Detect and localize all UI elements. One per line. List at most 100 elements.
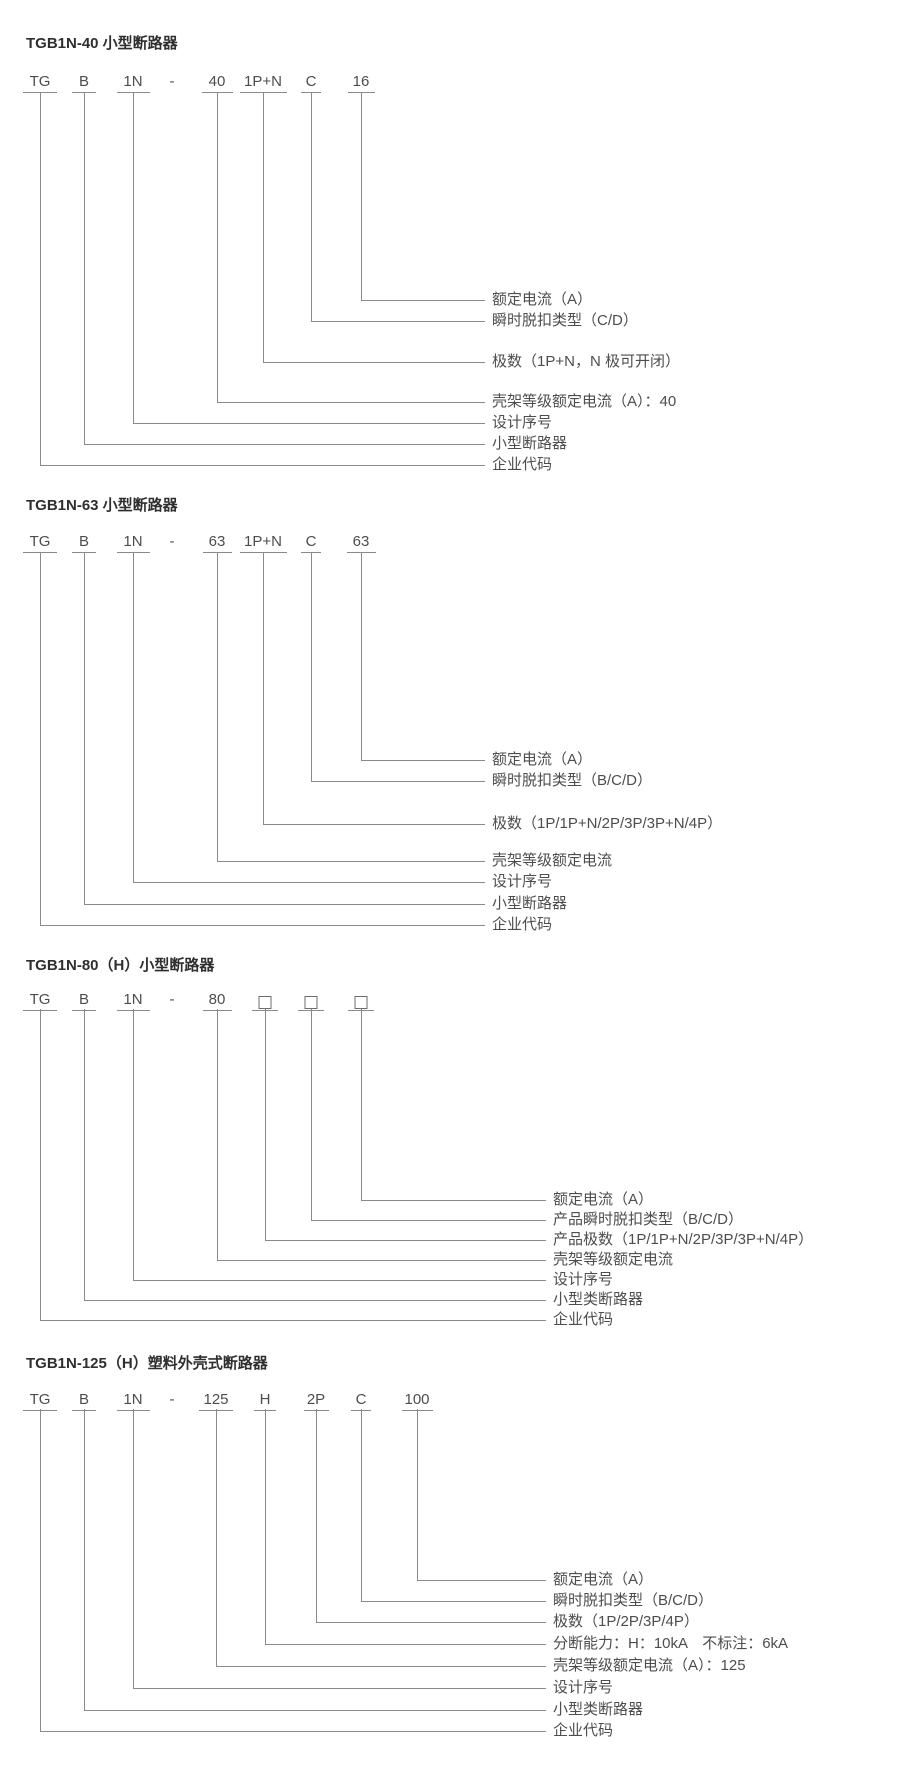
- field-label: 壳架等级额定电流: [553, 1251, 674, 1268]
- connector-vertical-line: [133, 1409, 134, 1688]
- connector-vertical-line: [40, 552, 41, 925]
- connector-vertical-line: [133, 92, 134, 423]
- field-label: 小型类断路器: [553, 1701, 644, 1718]
- connector-horizontal-line: [133, 423, 485, 424]
- field-label: 分断能力：H：10kA 不标注：6kA: [553, 1635, 789, 1652]
- connector-horizontal-line: [311, 321, 485, 322]
- field-label: 企业代码: [553, 1311, 614, 1328]
- connector-horizontal-line: [40, 1320, 546, 1321]
- connector-vertical-line: [217, 92, 218, 402]
- connector-horizontal-line: [84, 444, 485, 445]
- connector-vertical-line: [133, 552, 134, 882]
- field-label: 额定电流（A）: [553, 1191, 654, 1208]
- field-label: 小型断路器: [492, 435, 568, 452]
- field-label: 壳架等级额定电流（A）：40: [492, 393, 677, 410]
- connector-vertical-line: [316, 1409, 317, 1622]
- field-label: 额定电流（A）: [492, 751, 593, 768]
- code-segment: TG: [23, 74, 57, 93]
- diagram-title: TGB1N-40 小型断路器: [26, 35, 178, 52]
- field-label: 小型断路器: [492, 895, 568, 912]
- code-segment: -: [169, 991, 175, 1008]
- connector-horizontal-line: [40, 465, 485, 466]
- field-label: 极数（1P/1P+N/2P/3P/3P+N/4P）: [492, 815, 723, 832]
- code-segment: B: [72, 534, 96, 553]
- code-segment: -: [169, 1391, 175, 1408]
- field-label: 额定电流（A）: [553, 1571, 654, 1588]
- connector-vertical-line: [40, 1009, 41, 1320]
- connector-vertical-line: [84, 92, 85, 444]
- field-label: 设计序号: [492, 873, 553, 890]
- field-label: 壳架等级额定电流: [492, 852, 613, 869]
- diagram-title: TGB1N-80（H）小型断路器: [26, 957, 215, 974]
- connector-horizontal-line: [84, 1300, 546, 1301]
- diagram-title: TGB1N-63 小型断路器: [26, 497, 178, 514]
- connector-horizontal-line: [361, 760, 485, 761]
- connector-horizontal-line: [361, 300, 485, 301]
- field-label: 设计序号: [553, 1271, 614, 1288]
- field-label: 企业代码: [553, 1722, 614, 1739]
- field-label: 极数（1P/2P/3P/4P）: [553, 1613, 699, 1630]
- field-label: 额定电流（A）: [492, 291, 593, 308]
- code-segment: 1P+N: [239, 534, 287, 553]
- connector-horizontal-line: [311, 1220, 546, 1221]
- connector-horizontal-line: [316, 1622, 546, 1623]
- connector-vertical-line: [265, 1409, 266, 1644]
- code-segment: -: [169, 533, 175, 550]
- field-label: 极数（1P+N，N 极可开闭）: [492, 353, 680, 370]
- connector-vertical-line: [263, 552, 264, 824]
- code-segment: B: [72, 74, 96, 93]
- connector-vertical-line: [361, 1409, 362, 1601]
- code-segment: C: [301, 534, 321, 553]
- connector-vertical-line: [311, 1009, 312, 1220]
- connector-horizontal-line: [84, 904, 485, 905]
- connector-vertical-line: [311, 92, 312, 321]
- connector-horizontal-line: [217, 1260, 546, 1261]
- field-label: 企业代码: [492, 916, 553, 933]
- empty-box-icon: [354, 996, 368, 1009]
- field-label: 壳架等级额定电流（A）：125: [553, 1657, 746, 1674]
- code-segment: 63: [202, 534, 232, 553]
- connector-vertical-line: [217, 1009, 218, 1260]
- connector-vertical-line: [417, 1409, 418, 1580]
- connector-horizontal-line: [263, 824, 485, 825]
- connector-horizontal-line: [40, 1731, 546, 1732]
- connector-vertical-line: [84, 552, 85, 904]
- connector-vertical-line: [361, 552, 362, 760]
- connector-horizontal-line: [84, 1710, 546, 1711]
- connector-horizontal-line: [216, 1666, 546, 1667]
- field-label: 瞬时脱扣类型（B/C/D）: [492, 772, 653, 789]
- connector-horizontal-line: [265, 1644, 546, 1645]
- field-label: 瞬时脱扣类型（B/C/D）: [553, 1592, 714, 1609]
- connector-vertical-line: [361, 92, 362, 300]
- diagram-title: TGB1N-125（H）塑料外壳式断路器: [26, 1355, 268, 1372]
- connector-vertical-line: [216, 1409, 217, 1666]
- connector-horizontal-line: [133, 1688, 546, 1689]
- connector-horizontal-line: [133, 882, 485, 883]
- connector-horizontal-line: [217, 861, 485, 862]
- code-segment: 63: [346, 534, 376, 553]
- field-label: 产品极数（1P/1P+N/2P/3P/3P+N/4P）: [553, 1231, 814, 1248]
- empty-box-icon: [304, 996, 318, 1009]
- connector-vertical-line: [361, 1009, 362, 1200]
- connector-vertical-line: [265, 1009, 266, 1240]
- connector-vertical-line: [84, 1009, 85, 1300]
- connector-horizontal-line: [265, 1240, 546, 1241]
- connector-vertical-line: [311, 552, 312, 781]
- connector-horizontal-line: [417, 1580, 546, 1581]
- field-label: 设计序号: [553, 1679, 614, 1696]
- code-segment: 1N: [116, 534, 150, 553]
- field-label: 瞬时脱扣类型（C/D）: [492, 312, 638, 329]
- connector-vertical-line: [84, 1409, 85, 1710]
- code-segment: TG: [23, 534, 57, 553]
- connector-vertical-line: [217, 552, 218, 861]
- field-label: 产品瞬时脱扣类型（B/C/D）: [553, 1211, 744, 1228]
- code-segment: 16: [347, 74, 375, 93]
- connector-vertical-line: [263, 92, 264, 362]
- field-label: 企业代码: [492, 456, 553, 473]
- connector-vertical-line: [40, 92, 41, 465]
- connector-horizontal-line: [311, 781, 485, 782]
- field-label: 设计序号: [492, 414, 553, 431]
- connector-horizontal-line: [217, 402, 485, 403]
- connector-horizontal-line: [263, 362, 485, 363]
